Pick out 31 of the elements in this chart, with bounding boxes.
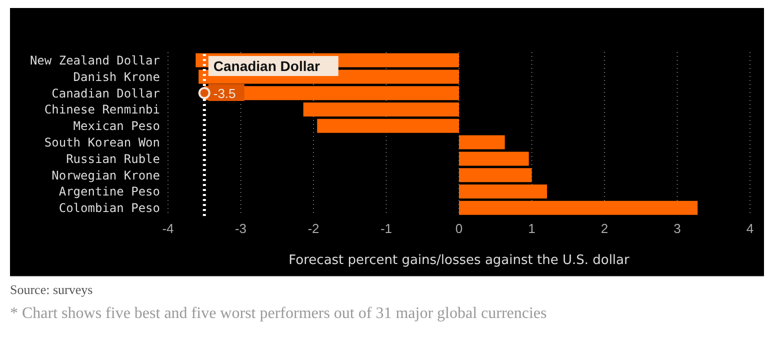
x-tick-label: -3	[234, 221, 247, 236]
x-tick-label: 4	[746, 221, 754, 236]
y-tick-label: Norwegian Krone	[52, 168, 160, 182]
x-tick-label: -4	[162, 221, 174, 236]
bar	[303, 102, 459, 117]
y-tick-label: Argentine Peso	[58, 184, 160, 199]
x-axis-title: Forecast percent gains/losses against the U.S. dollar	[288, 253, 630, 268]
annotation: -3.5	[213, 86, 236, 101]
text: * Chart shows five best and five worst performers out of 31 major global currencies	[10, 304, 548, 324]
bar	[459, 200, 698, 215]
x-tick-label: 3	[674, 221, 681, 236]
bar	[317, 118, 459, 133]
y-tick-label: New Zealand Dollar	[30, 53, 160, 68]
y-tick-label: South Korean Won	[44, 135, 160, 150]
y-tick-label: Chinese Renminbi	[44, 102, 160, 117]
x-tick-label: 2	[600, 221, 608, 236]
x-tick-label: -1	[380, 221, 392, 236]
x-tick-label: 0	[455, 221, 463, 236]
bar	[459, 135, 505, 150]
x-tick-label: 1	[528, 221, 536, 236]
y-tick-label: Colombian Peso	[58, 201, 160, 216]
y-tick-label: Mexican Peso	[73, 119, 160, 134]
y-tick-label: Canadian Dollar	[52, 86, 160, 100]
annotation: Canadian Dollar	[213, 58, 321, 74]
y-tick-label: Danish Krone	[73, 70, 160, 84]
source-note: Source: surveys	[10, 281, 94, 299]
bar	[459, 152, 529, 166]
bar	[459, 168, 532, 182]
x-tick-label: -2	[308, 221, 320, 236]
bar	[459, 184, 548, 199]
y-tick-label: Russian Ruble	[66, 152, 160, 166]
